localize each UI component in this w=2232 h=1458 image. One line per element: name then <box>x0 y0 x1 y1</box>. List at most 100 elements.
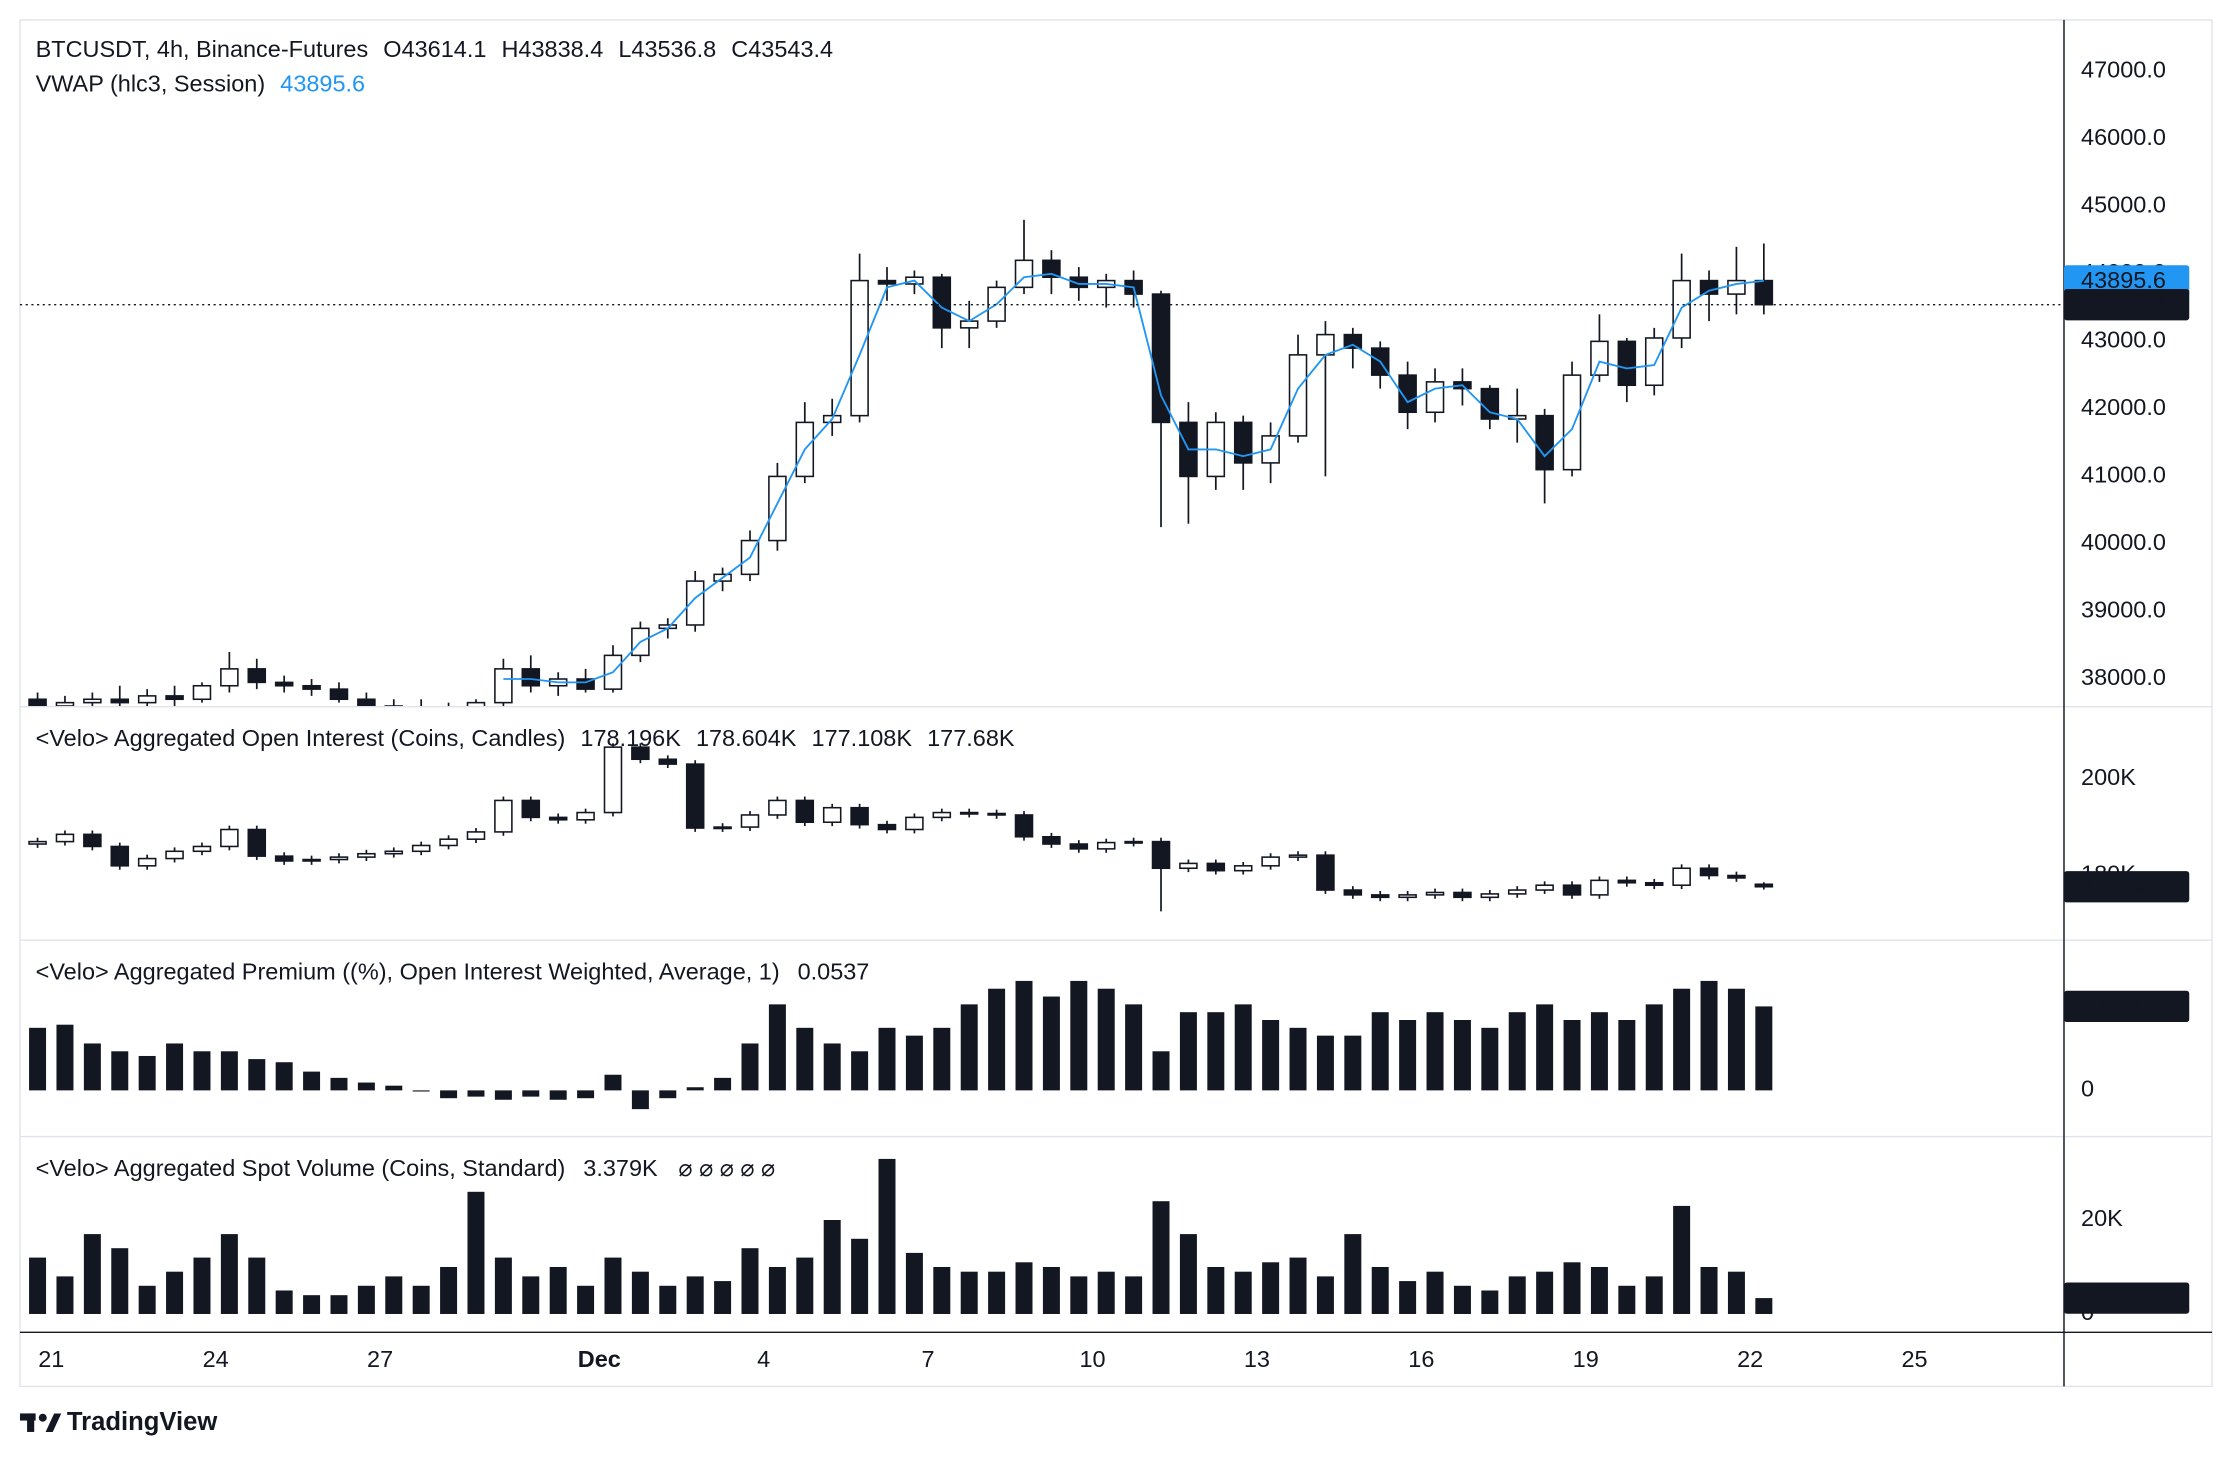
candle-body <box>329 856 349 861</box>
price-label: 43543.4 <box>2081 291 2166 317</box>
candle-body <box>850 806 869 826</box>
candle-body <box>1343 333 1363 349</box>
candle-body <box>55 833 75 843</box>
candle-body <box>548 816 568 821</box>
brand-logo <box>19 1413 62 1432</box>
candle-body <box>768 475 787 542</box>
bar <box>330 1295 348 1314</box>
candle-body <box>1699 867 1719 877</box>
bar <box>1727 1271 1745 1314</box>
bar <box>549 1266 567 1314</box>
frame <box>19 19 2213 1388</box>
candle-body <box>494 668 513 704</box>
bar <box>1536 1271 1554 1314</box>
candle-body <box>28 698 47 707</box>
candle-body <box>603 746 623 814</box>
bar <box>1015 1262 1033 1314</box>
bar <box>220 1051 238 1091</box>
candle-body <box>1535 414 1554 471</box>
bar <box>56 1276 74 1314</box>
x-tick-label: 27 <box>367 1346 393 1372</box>
symbol-title: BTCUSDT, 4h, Binance-Futures <box>36 36 369 62</box>
bar <box>1399 1020 1417 1091</box>
candle-body <box>1233 865 1253 872</box>
candle-body <box>631 746 650 761</box>
bar <box>686 1087 704 1091</box>
candle-body <box>192 684 212 701</box>
bar <box>467 1090 485 1097</box>
pane-plot <box>29 980 1773 1110</box>
bar <box>1645 1276 1663 1314</box>
candle-body <box>1124 840 1143 844</box>
bar <box>248 1257 266 1314</box>
candle-body <box>1206 862 1226 872</box>
y-tick-label: 39000.0 <box>2081 597 2166 623</box>
bar <box>83 1234 101 1314</box>
bar <box>1481 1027 1499 1091</box>
bar <box>440 1266 458 1314</box>
x-tick-label: 24 <box>203 1346 229 1372</box>
bar <box>29 1027 47 1091</box>
x-tick-label: 10 <box>1079 1346 1105 1372</box>
price-label-box <box>2063 265 2190 297</box>
bar <box>1207 1012 1225 1091</box>
bar <box>1152 1051 1170 1091</box>
bar <box>1262 1262 1280 1314</box>
bar <box>823 1043 841 1091</box>
bar <box>1042 1266 1060 1314</box>
candle-body <box>1151 840 1171 870</box>
bar <box>604 1074 622 1091</box>
candle-body <box>1590 340 1609 376</box>
bar <box>166 1271 184 1314</box>
bar <box>577 1285 595 1314</box>
bar <box>1179 1012 1197 1091</box>
bar <box>741 1043 759 1091</box>
bar <box>714 1077 732 1091</box>
candle-body <box>521 668 541 687</box>
candle-body <box>905 816 924 831</box>
candle-body <box>877 279 897 285</box>
candle-body <box>439 838 458 847</box>
bar <box>659 1285 677 1314</box>
bar <box>1015 980 1033 1091</box>
candle-body <box>1288 854 1308 858</box>
bar <box>193 1257 211 1314</box>
candle-body <box>165 695 184 701</box>
candle-body <box>247 828 267 857</box>
candle-body <box>83 833 102 848</box>
bar <box>988 1271 1006 1314</box>
candle-body <box>1096 841 1116 850</box>
candle-body <box>302 858 321 862</box>
y-tick-label: 46000.0 <box>2081 124 2166 150</box>
bar <box>303 1295 321 1314</box>
candle-body <box>137 695 157 704</box>
bar <box>166 1043 184 1091</box>
bar <box>494 1090 512 1100</box>
candle-body <box>1069 276 1089 289</box>
candle-body <box>329 688 349 701</box>
bar <box>960 1004 978 1091</box>
na-marks: ⌀ ⌀ ⌀ ⌀ ⌀ <box>678 1155 775 1181</box>
vwap-value: 43895.6 <box>280 71 365 97</box>
oi-legend: <Velo> Aggregated Open Interest (Coins, … <box>36 725 1015 751</box>
bar <box>1755 1298 1773 1314</box>
bar <box>878 1027 896 1091</box>
bar <box>138 1055 156 1091</box>
candle-body <box>1288 354 1308 437</box>
y-tick-label: 0 <box>2081 1076 2094 1102</box>
bar <box>385 1276 403 1314</box>
bar <box>1344 1234 1362 1314</box>
y-tick-label: 45000.0 <box>2081 192 2166 218</box>
y-tick-label: 42000.0 <box>2081 394 2166 420</box>
candle-body <box>1069 843 1089 850</box>
bar <box>1289 1027 1307 1091</box>
candle-body <box>110 698 130 704</box>
candle-body <box>1042 835 1061 845</box>
pane-plot <box>28 219 1774 707</box>
candle-body <box>932 276 952 329</box>
bar <box>1727 988 1745 1091</box>
bar <box>714 1281 732 1314</box>
oi-close: 177.68K <box>927 725 1015 751</box>
bar <box>138 1285 156 1314</box>
